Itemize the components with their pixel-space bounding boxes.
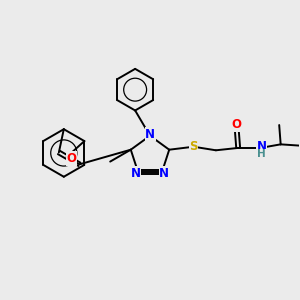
Text: H: H: [257, 149, 266, 160]
Text: O: O: [232, 118, 242, 131]
Text: N: N: [159, 167, 169, 180]
Text: N: N: [257, 140, 267, 153]
Text: S: S: [189, 140, 198, 153]
Text: N: N: [145, 128, 155, 141]
Text: O: O: [66, 152, 76, 165]
Text: N: N: [131, 167, 141, 180]
